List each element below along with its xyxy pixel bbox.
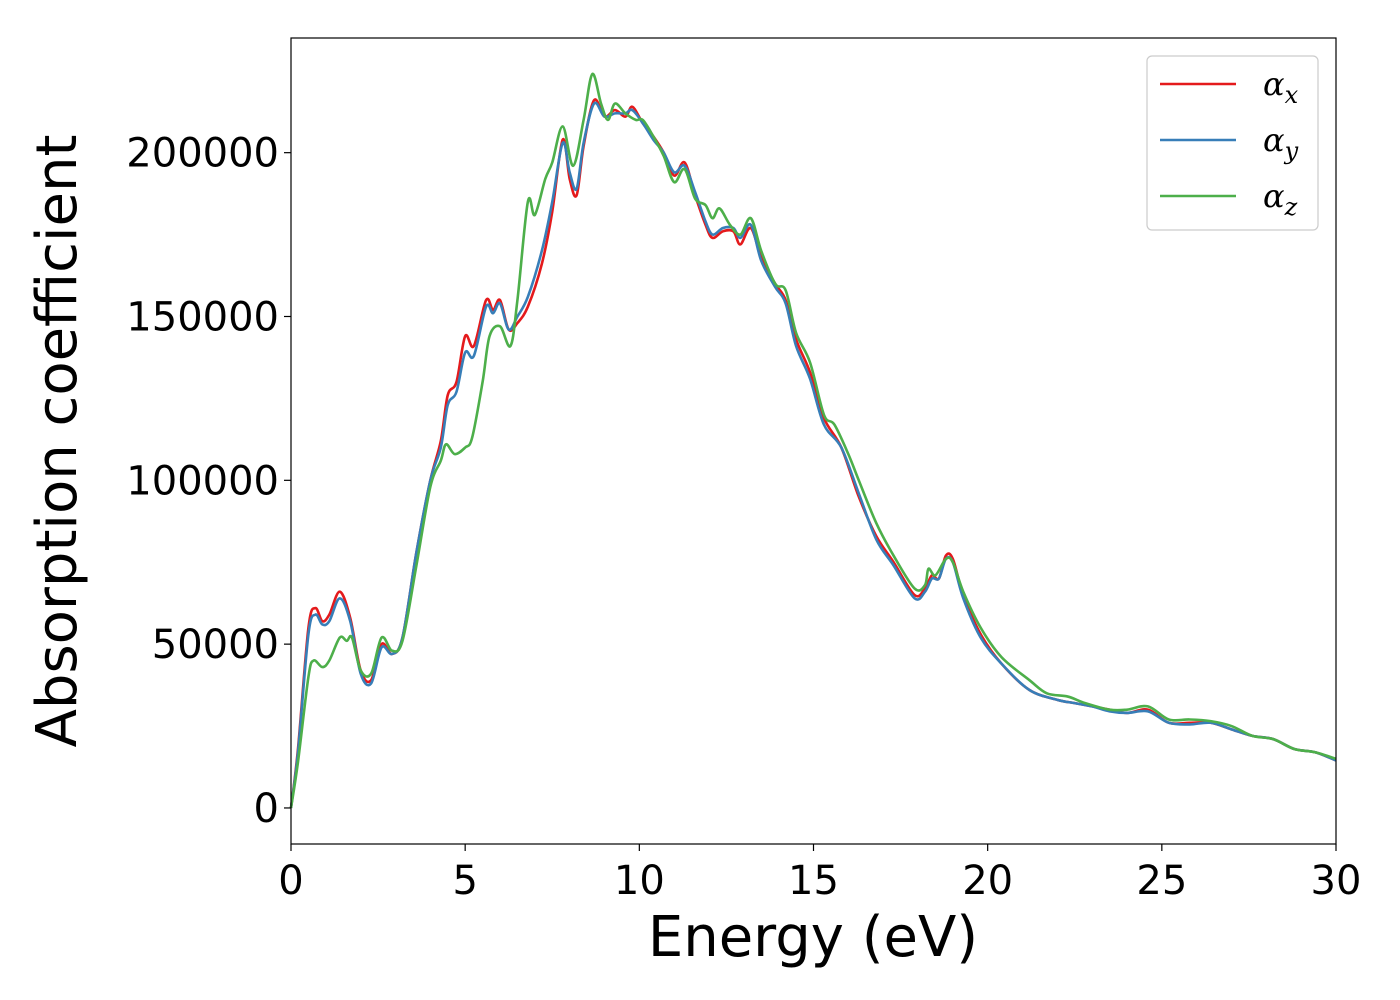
x-tick-label: 10 (614, 858, 665, 904)
x-tick-label: 25 (1136, 858, 1187, 904)
x-tick-label: 0 (278, 858, 303, 904)
series-layer (289, 72, 1337, 809)
legend-box (1146, 55, 1319, 231)
y-tick-label: 50000 (152, 622, 279, 668)
legend-subscript-y: y (1284, 137, 1299, 165)
x-axis-ticks: 0 5 10 15 20 25 30 (278, 844, 1361, 904)
legend-subscript-x: x (1285, 81, 1299, 109)
y-tick-label: 100000 (126, 458, 279, 504)
legend-subscript-z: z (1284, 193, 1298, 221)
x-tick-label: 5 (452, 858, 477, 904)
y-tick-label: 200000 (126, 131, 279, 177)
y-tick-label: 0 (254, 786, 279, 832)
series-line-z (289, 72, 1337, 809)
y-tick-label: 150000 (126, 294, 279, 340)
x-tick-label: 30 (1311, 858, 1362, 904)
y-axis-title: Absorption coefficient (25, 135, 90, 748)
x-tick-label: 20 (962, 858, 1013, 904)
x-tick-label: 15 (788, 858, 839, 904)
x-axis-title: Energy (eV) (648, 905, 978, 970)
series-line-y (289, 101, 1337, 809)
y-axis-ticks: 0 50000 100000 150000 200000 (126, 131, 291, 832)
